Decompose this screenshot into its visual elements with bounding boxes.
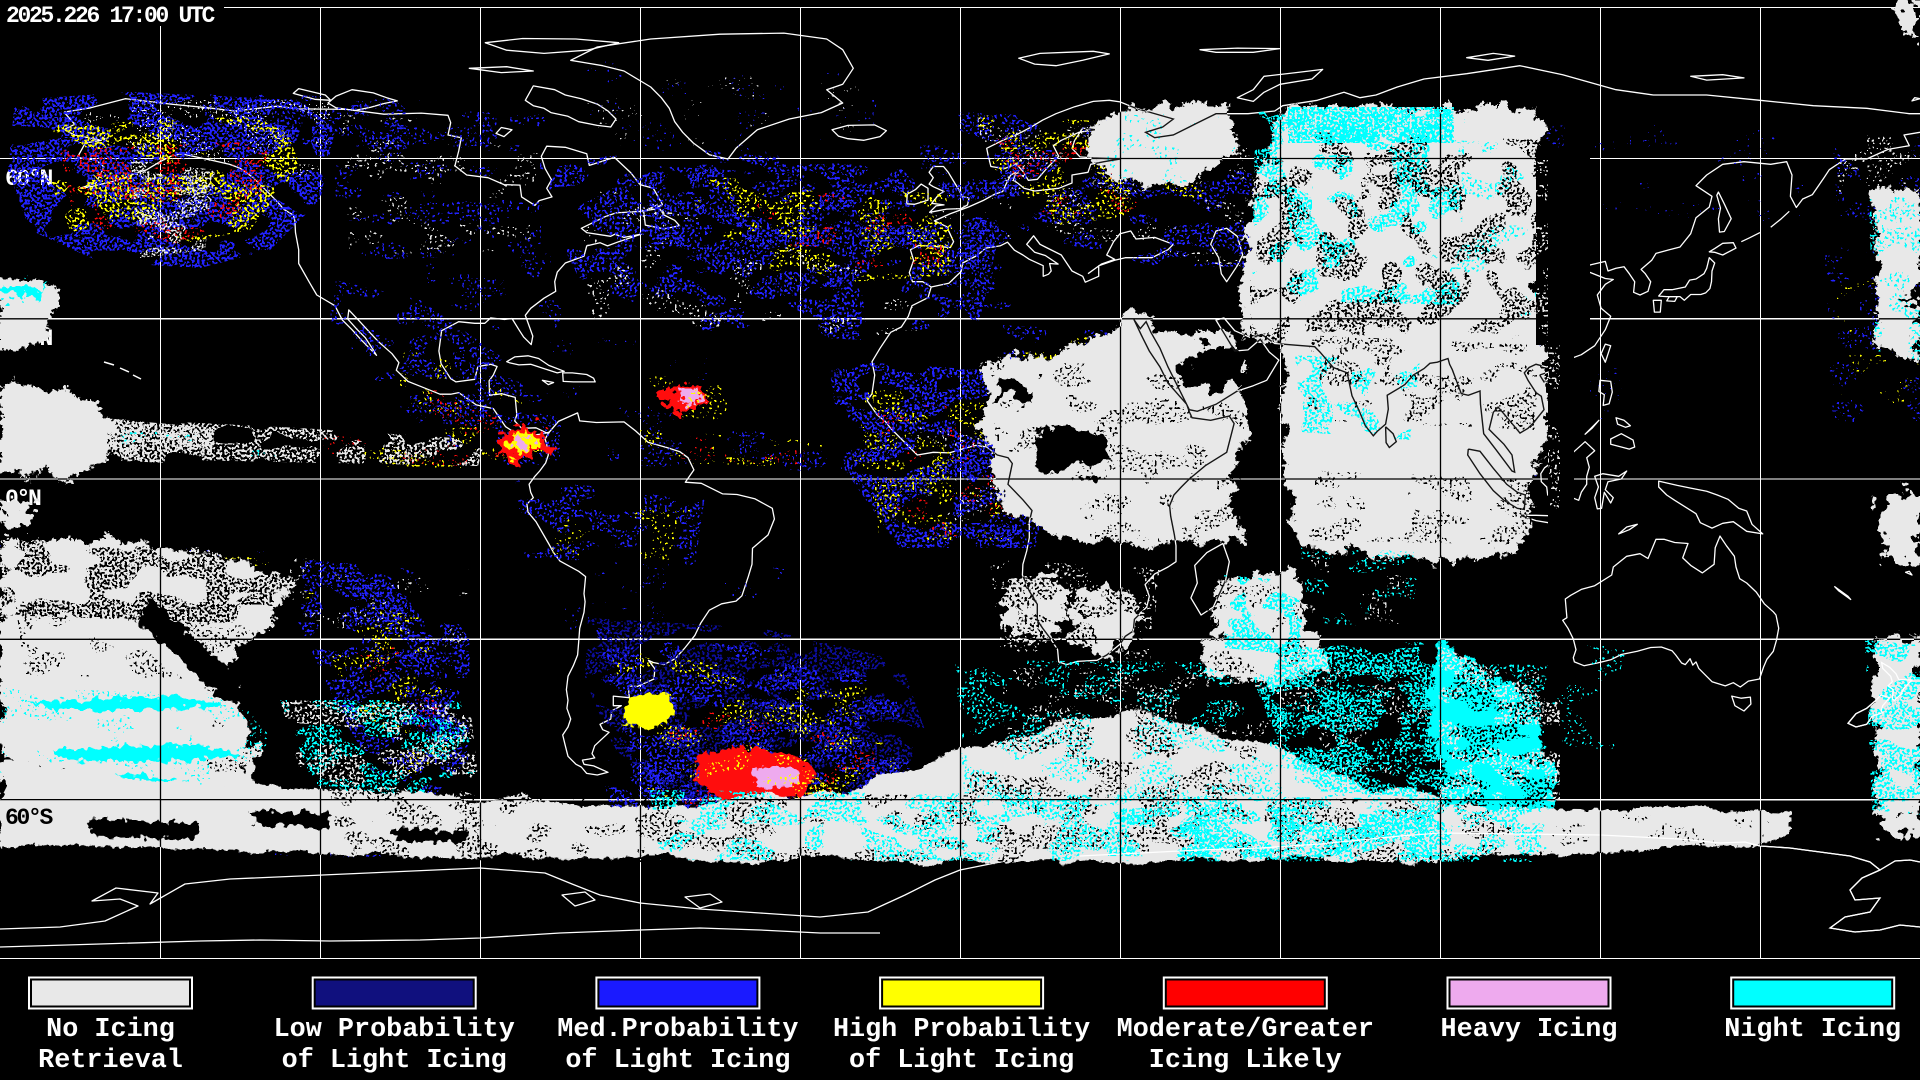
svg-text:of Light Icing: of Light Icing [282,1046,507,1076]
svg-text:Heavy Icing: Heavy Icing [1441,1015,1618,1045]
svg-text:2025.226 17:00 UTC: 2025.226 17:00 UTC [6,3,216,29]
svg-text:of Light Icing: of Light Icing [849,1046,1074,1076]
svg-text:of Light Icing: of Light Icing [565,1046,790,1076]
svg-text:No Icing: No Icing [46,1015,175,1045]
svg-text:Med.Probability: Med.Probability [557,1015,798,1045]
svg-text:Night Icing: Night Icing [1724,1015,1901,1045]
svg-text:Icing Likely: Icing Likely [1149,1046,1342,1076]
svg-text:Retrieval: Retrieval [38,1046,183,1076]
svg-text:High Probability: High Probability [833,1015,1090,1045]
svg-text:60°S: 60°S [5,805,54,831]
svg-text:Low Probability: Low Probability [274,1015,515,1045]
svg-text:Moderate/Greater: Moderate/Greater [1117,1015,1374,1045]
